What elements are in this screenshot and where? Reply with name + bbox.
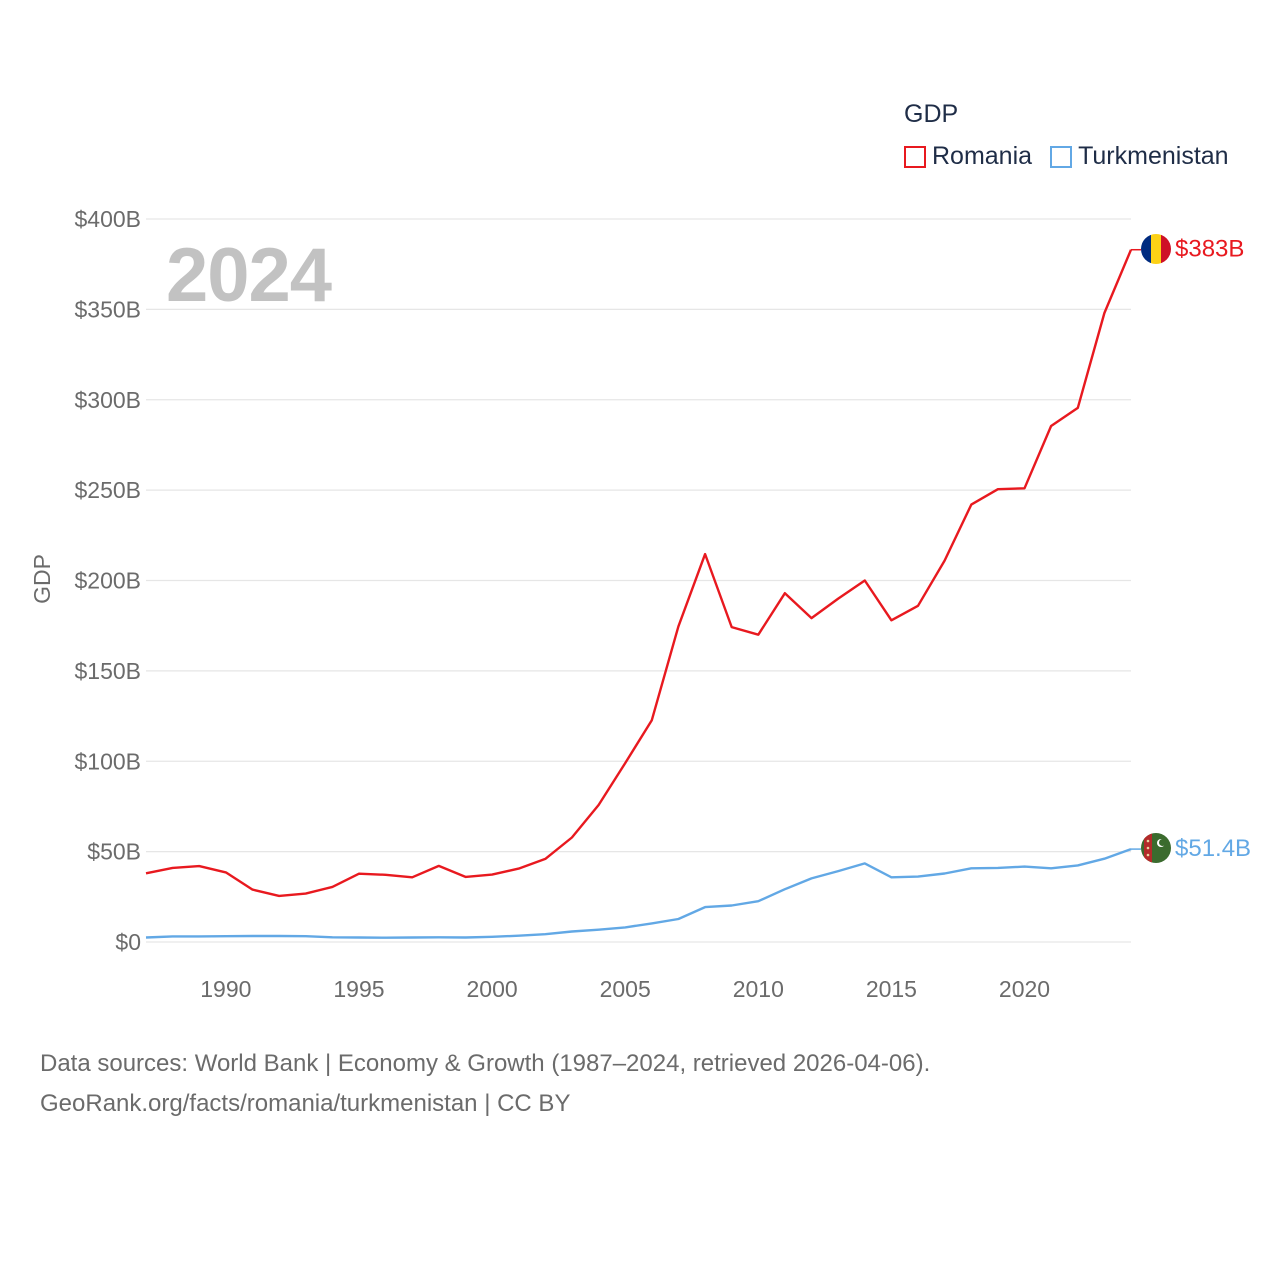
y-axis-title: GDP: [29, 554, 55, 604]
footer: Data sources: World Bank | Economy & Gro…: [40, 1044, 930, 1124]
footer-sources: Data sources: World Bank | Economy & Gro…: [40, 1050, 931, 1077]
romania-flag-icon: [1141, 234, 1171, 264]
y-axis-ticks: $0 $50B $100B $150B $200B $250B $300B $350B $400…: [74, 206, 141, 955]
series-lines: [145, 248, 1141, 939]
x-tick-label: 2010: [733, 976, 784, 1002]
end-label-turkmenistan: $51.4B: [1175, 835, 1251, 862]
x-tick-label: 1995: [333, 976, 384, 1002]
legend-item-romania[interactable]: Romania: [904, 142, 1032, 171]
y-tick-label: $300B: [74, 387, 141, 413]
x-axis-ticks: 1990 1995 2000 2005 2010 2015 2020: [200, 976, 1050, 1002]
x-tick-label: 1990: [200, 976, 251, 1002]
legend-title: GDP: [904, 100, 959, 128]
y-tick-label: $0: [115, 929, 141, 955]
legend-item-turkmenistan[interactable]: Turkmenistan: [1050, 142, 1229, 171]
y-tick-label: $100B: [74, 748, 141, 774]
y-tick-label: $200B: [74, 568, 141, 594]
x-tick-label: 2005: [600, 976, 651, 1002]
gridlines: [146, 218, 1131, 943]
end-labels: $383B $51.4B: [1175, 236, 1251, 862]
x-tick-label: 2000: [466, 976, 517, 1002]
y-tick-label: $400B: [74, 206, 141, 232]
end-label-romania: $383B: [1175, 236, 1244, 263]
turkmenistan-flag-icon: [1141, 833, 1171, 863]
legend-label-turkmenistan: Turkmenistan: [1078, 142, 1229, 170]
y-tick-label: $250B: [74, 477, 141, 503]
legend-swatch-turkmenistan: [1050, 145, 1073, 168]
legend-swatch-romania: [904, 145, 926, 168]
y-tick-label: $350B: [74, 296, 141, 322]
series-line-turkmenistan: [145, 847, 1132, 939]
legend-label-romania: Romania: [932, 142, 1033, 170]
legend: Romania Turkmenistan: [904, 142, 1229, 171]
y-tick-label: $50B: [87, 839, 141, 865]
x-tick-label: 2015: [866, 976, 917, 1002]
y-tick-label: $150B: [74, 658, 141, 684]
year-label: 2024: [166, 233, 332, 318]
x-tick-label: 2020: [999, 976, 1050, 1002]
footer-attribution: GeoRank.org/facts/romania/turkmenistan |…: [40, 1090, 571, 1117]
series-line-romania: [145, 249, 1133, 898]
